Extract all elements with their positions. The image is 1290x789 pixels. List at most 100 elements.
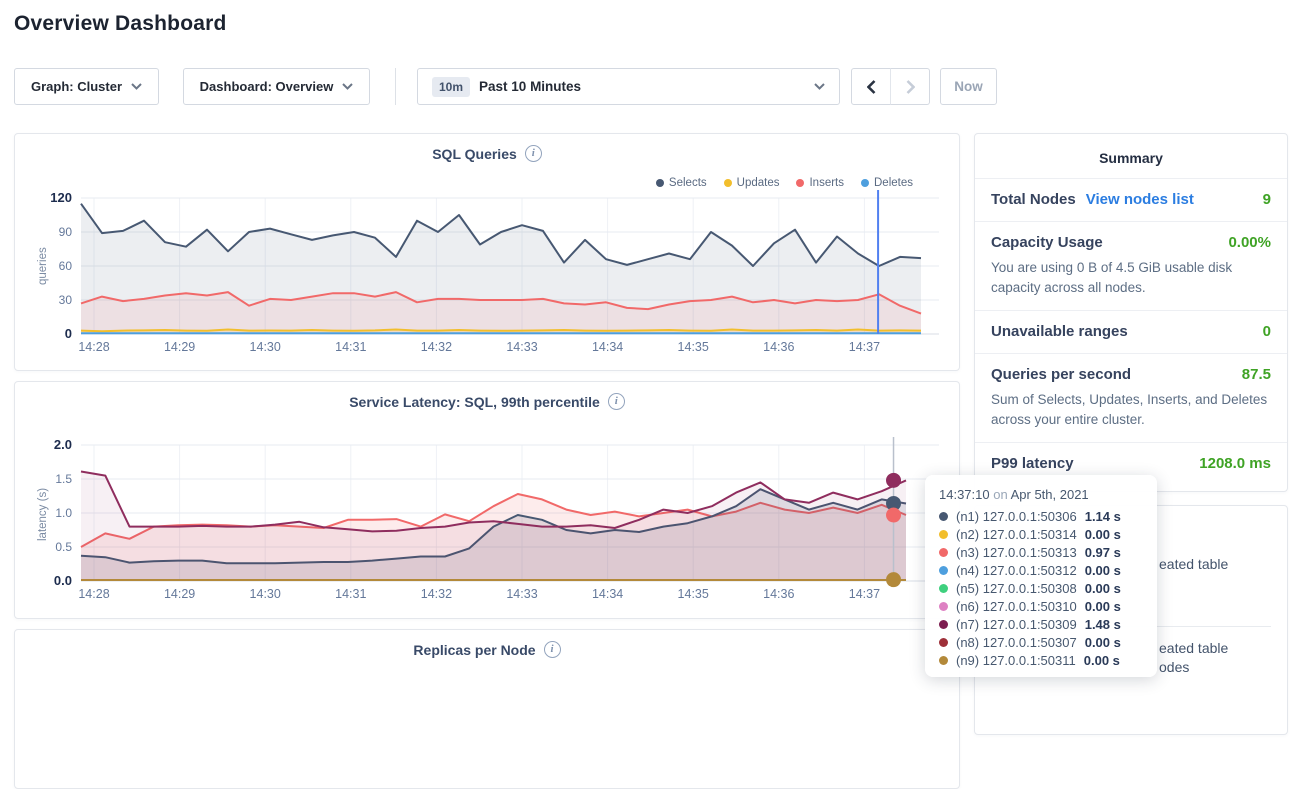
chart-title-row: Service Latency: SQL, 99th percentile i — [15, 393, 959, 410]
tooltip-timestamp: 14:37:10 on Apr 5th, 2021 — [939, 487, 1089, 502]
tooltip-node-value: 0.00 s — [1084, 562, 1121, 578]
x-axis-tick: 14:34 — [592, 587, 623, 601]
x-axis-tick: 14:33 — [506, 587, 537, 601]
series-line-n7 — [80, 470, 907, 533]
series-line-n3 — [80, 493, 907, 548]
info-icon[interactable]: i — [524, 145, 542, 162]
graph-dropdown-label: Graph: Cluster — [30, 79, 122, 94]
summary-row-value: 9 — [1262, 191, 1271, 208]
event-item-text: eated table — [1159, 640, 1229, 656]
time-range-picker[interactable]: 10m Past 10 Minutes — [417, 68, 840, 105]
series-color-dot — [939, 529, 948, 539]
y-axis-tick: 60 — [59, 259, 73, 273]
tooltip-row: (n8) 127.0.0.1:50307 0.00 s — [939, 633, 1149, 651]
x-axis-tick: 14:33 — [506, 340, 537, 354]
legend-dot — [723, 179, 732, 187]
series-color-dot — [939, 619, 948, 629]
chevron-right-icon — [906, 79, 915, 94]
time-range-badge: 10m — [432, 76, 471, 97]
tooltip-node-label: (n7) 127.0.0.1:50309 — [956, 616, 1077, 632]
x-axis-tick: 14:29 — [164, 340, 195, 354]
summary-title: Summary — [1099, 150, 1163, 166]
y-axis-tick: 1.5 — [55, 472, 72, 486]
x-axis-tick: 14:32 — [421, 340, 452, 354]
legend-label: Updates — [736, 177, 780, 189]
chart-title-row: SQL Queries i — [15, 145, 959, 162]
summary-row-label: P99 latency — [991, 455, 1074, 473]
y-axis-tick: 0.5 — [55, 540, 72, 554]
y-axis-tick: 0.0 — [54, 573, 72, 588]
legend-item-updates[interactable]: Updates — [723, 177, 780, 189]
sql-queries-chart[interactable]: 14:28 14:29 14:30 14:31 14:32 14:33 14:34 14:35… — [15, 134, 961, 372]
x-axis-tick: 14:30 — [250, 340, 281, 354]
summary-row-value: 87.5 — [1241, 366, 1271, 384]
tooltip-node-value: 0.00 s — [1083, 652, 1120, 668]
time-next-button[interactable] — [890, 68, 930, 105]
series-color-dot — [939, 583, 948, 593]
tooltip-row: (n5) 127.0.0.1:50308 0.00 s — [939, 579, 1149, 597]
tooltip-node-value: 0.00 s — [1084, 634, 1121, 650]
tooltip-node-value: 0.00 s — [1084, 526, 1121, 542]
y-axis-tick: 2.0 — [54, 437, 72, 452]
now-button[interactable]: Now — [940, 68, 997, 105]
summary-row-value: 1208.0 ms — [1199, 455, 1271, 473]
service-latency-chart-panel: Service Latency: SQL, 99th percentile i … — [14, 381, 960, 619]
legend-dot — [796, 179, 805, 187]
tooltip-node-label: (n4) 127.0.0.1:50312 — [956, 562, 1077, 578]
tooltip-node-label: (n6) 127.0.0.1:50310 — [956, 598, 1077, 614]
summary-row: P99 latency 1208.0 ms — [975, 442, 1287, 485]
y-axis-tick: 0 — [65, 326, 72, 341]
x-axis-tick: 14:36 — [763, 340, 794, 354]
info-icon[interactable]: i — [607, 393, 625, 410]
series-line-n1 — [80, 488, 907, 565]
chart-title-row: Replicas per Node i — [15, 641, 959, 658]
legend-label: Inserts — [809, 177, 844, 189]
legend-item-deletes[interactable]: Deletes — [861, 177, 913, 189]
graph-dropdown[interactable]: Graph: Cluster — [14, 68, 159, 105]
info-icon[interactable]: i — [543, 641, 561, 658]
time-prev-button[interactable] — [851, 68, 891, 105]
summary-row: Capacity Usage 0.00% You are using 0 B of … — [975, 221, 1287, 310]
event-item-text: odes — [1159, 659, 1190, 675]
summary-panel: Summary Total Nodes View nodes list 9 Capac… — [974, 133, 1288, 492]
series-color-dot — [939, 547, 948, 557]
tooltip-node-value: 1.14 s — [1084, 508, 1121, 524]
replicas-per-node-chart-panel: Replicas per Node i — [14, 629, 960, 789]
tooltip-node-label: (n5) 127.0.0.1:50308 — [956, 580, 1077, 596]
hover-point — [886, 495, 902, 511]
summary-row-description: You are using 0 B of 4.5 GiB usable disk… — [991, 260, 1233, 295]
y-axis-tick: 90 — [59, 225, 73, 239]
x-axis-tick: 14:32 — [421, 587, 452, 601]
controls-divider — [395, 68, 396, 105]
legend-item-selects[interactable]: Selects — [655, 177, 707, 189]
page-title: Overview Dashboard — [14, 12, 227, 35]
chevron-down-icon — [342, 83, 354, 90]
dashboard-dropdown-label: Dashboard: Overview — [199, 79, 334, 94]
y-axis-tick: 1.0 — [55, 506, 72, 520]
series-line-updates — [80, 328, 922, 333]
chart-title: SQL Queries — [432, 145, 517, 162]
chevron-down-icon — [131, 83, 142, 90]
summary-row-label: Queries per second — [991, 366, 1132, 384]
series-color-dot — [939, 565, 948, 575]
x-axis-tick: 14:28 — [78, 340, 109, 354]
chevron-left-icon — [866, 79, 875, 94]
service-latency-chart[interactable]: 14:28 14:29 14:30 14:31 14:32 14:33 14:34 14:35… — [15, 382, 961, 620]
time-range-label: Past 10 Minutes — [479, 79, 582, 94]
view-nodes-list-link[interactable]: View nodes list — [1085, 191, 1194, 208]
x-axis-tick: 14:31 — [335, 587, 366, 601]
dashboard-dropdown[interactable]: Dashboard: Overview — [183, 68, 370, 105]
legend-item-inserts[interactable]: Inserts — [796, 177, 844, 189]
x-axis-tick: 14:37 — [849, 587, 880, 601]
series-color-dot — [939, 637, 948, 647]
x-axis-tick: 14:37 — [849, 340, 880, 354]
x-axis-tick: 14:36 — [763, 587, 794, 601]
tooltip-node-value: 0.97 s — [1084, 544, 1121, 560]
summary-row-label: Capacity Usage — [991, 234, 1103, 251]
x-axis-tick: 14:30 — [250, 587, 281, 601]
summary-row-value: 0.00% — [1228, 234, 1271, 251]
legend-label: Deletes — [874, 177, 913, 189]
tooltip-row: (n7) 127.0.0.1:50309 1.48 s — [939, 615, 1149, 633]
series-line-inserts — [80, 291, 922, 315]
series-color-dot — [939, 601, 948, 611]
